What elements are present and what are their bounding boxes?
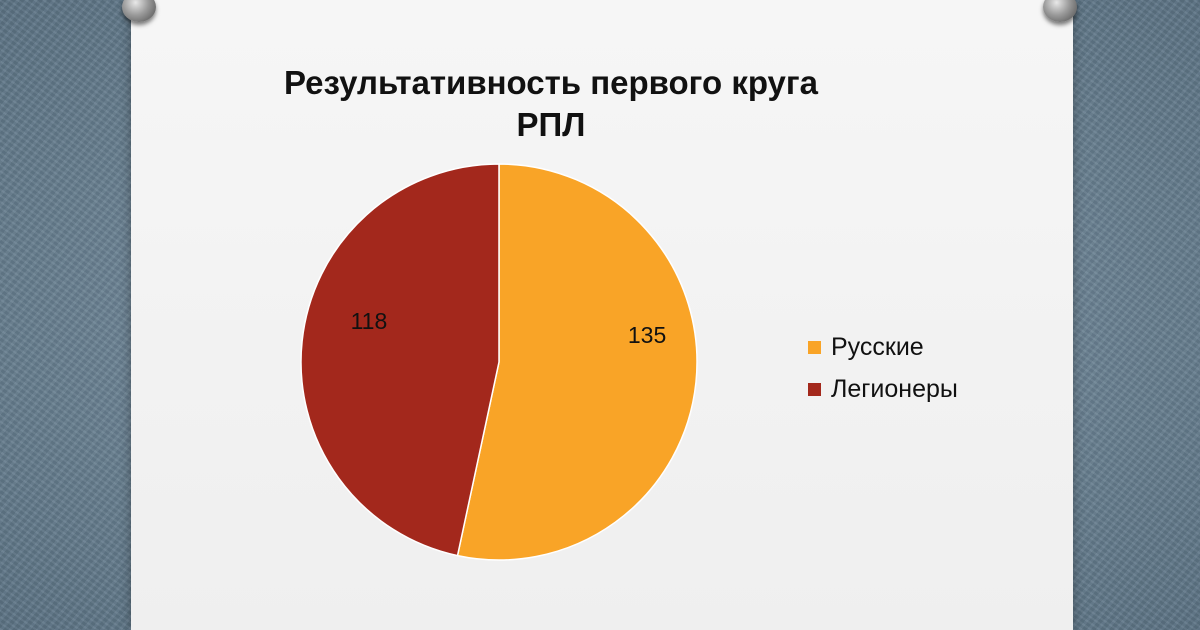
- data-label-legionery: 118: [351, 308, 388, 334]
- chart-title-line-1: Результативность первого круга: [283, 64, 819, 101]
- legend-label-legionery: Легионеры: [831, 374, 958, 403]
- pushpin-right-icon: [1043, 0, 1077, 22]
- chart-title-line-2: РПЛ: [516, 106, 586, 143]
- legend: Русские Легионеры: [808, 326, 958, 410]
- legend-label-russkie: Русские: [831, 332, 924, 361]
- chart-title: Результативность первого круга РПЛ: [131, 62, 971, 146]
- pie-slice-legionery: [300, 163, 500, 557]
- legend-item-russkie: Русские: [808, 326, 958, 368]
- pie-slice-russkie: [456, 163, 698, 561]
- legend-item-legionery: Легионеры: [808, 368, 958, 410]
- pushpin-left-icon: [122, 0, 156, 22]
- legend-swatch-legionery: [808, 382, 821, 396]
- data-label-russkie: 135: [628, 322, 666, 348]
- legend-swatch-russkie: [808, 340, 821, 354]
